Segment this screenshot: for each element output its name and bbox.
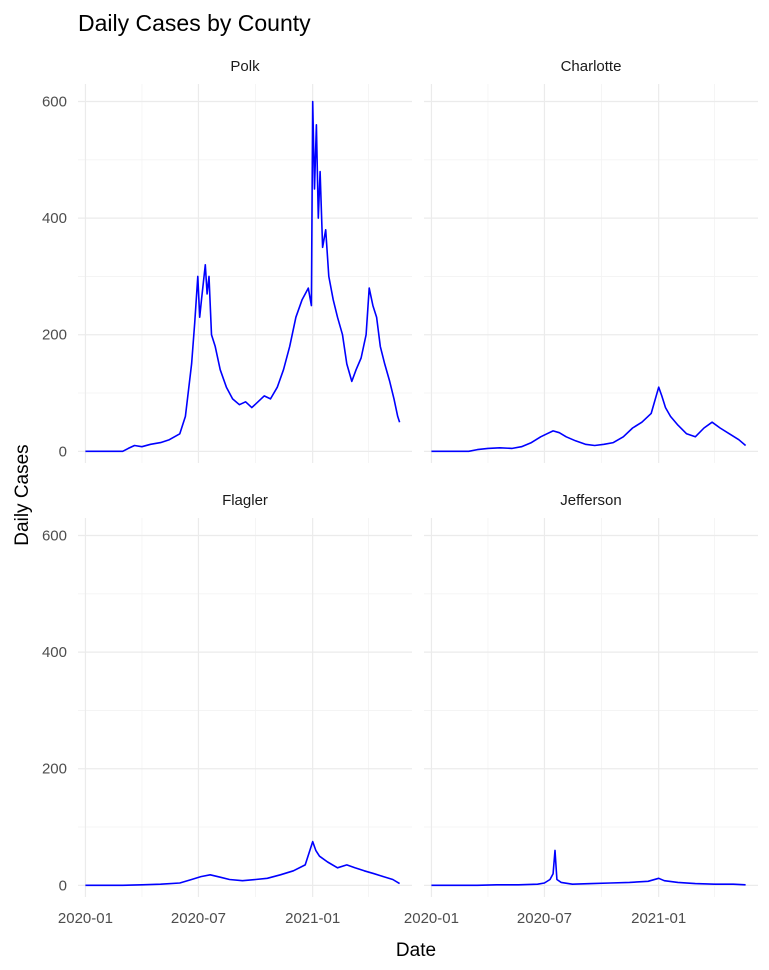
chart-title: Daily Cases by County (78, 10, 311, 36)
series-line-charlotte (431, 386, 747, 453)
facet-label-charlotte: Charlotte (561, 58, 622, 75)
panel-jefferson: Jefferson 2020-01 2020-07 2021-01 (404, 492, 758, 927)
panel-polk: Polk 0 200 400 600 (42, 58, 412, 463)
series-line-jefferson (431, 849, 746, 887)
facet-label-flagler: Flagler (222, 492, 268, 509)
x-tick-label: 2021-01 (631, 910, 686, 927)
series-line-polk (85, 100, 401, 453)
panel-charlotte: Charlotte (424, 58, 758, 463)
y-tick-label: 200 (42, 761, 67, 778)
y-tick-label: 400 (42, 644, 67, 661)
facet-label-jefferson: Jefferson (560, 492, 621, 509)
y-tick-label: 400 (42, 210, 67, 227)
x-tick-label: 2020-01 (404, 910, 459, 927)
y-tick-label: 0 (59, 877, 67, 894)
x-tick-label: 2020-01 (58, 910, 113, 927)
y-tick-label: 600 (42, 527, 67, 544)
x-tick-label: 2021-01 (285, 910, 340, 927)
series-line-flagler (85, 840, 401, 887)
y-axis-title: Daily Cases (12, 444, 33, 545)
x-axis-title: Date (396, 940, 436, 961)
panel-flagler: Flagler 0 200 400 600 2020-01 2020-07 2021-01 (42, 492, 412, 927)
y-tick-label: 600 (42, 93, 67, 110)
x-tick-label: 2020-07 (171, 910, 226, 927)
facet-panels: Polk 0 200 400 600 Charlotte Flagler 0 200 400 600… (42, 58, 758, 927)
facet-label-polk: Polk (230, 58, 260, 75)
y-tick-label: 200 (42, 327, 67, 344)
y-tick-label: 0 (59, 443, 67, 460)
x-tick-label: 2020-07 (517, 910, 572, 927)
